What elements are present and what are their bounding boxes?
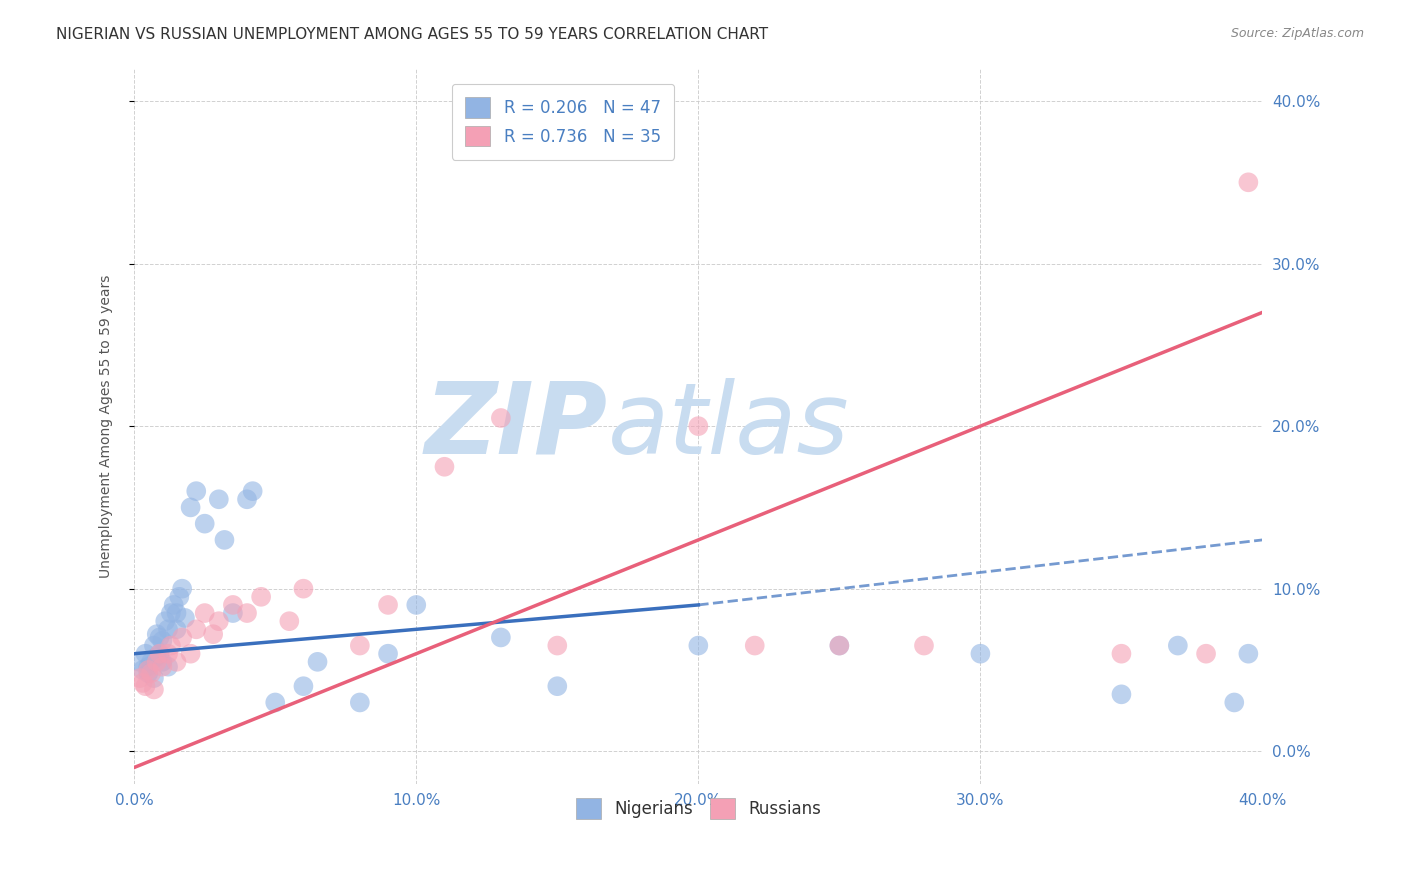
Text: NIGERIAN VS RUSSIAN UNEMPLOYMENT AMONG AGES 55 TO 59 YEARS CORRELATION CHART: NIGERIAN VS RUSSIAN UNEMPLOYMENT AMONG A… <box>56 27 768 42</box>
Point <box>157 659 180 673</box>
Point <box>186 623 208 637</box>
Point <box>546 639 568 653</box>
Point <box>172 582 194 596</box>
Text: atlas: atlas <box>607 377 849 475</box>
Point <box>208 614 231 628</box>
Point <box>405 598 427 612</box>
Point <box>174 611 197 625</box>
Point <box>278 614 301 628</box>
Point <box>134 679 156 693</box>
Point <box>145 627 167 641</box>
Point <box>152 655 174 669</box>
Point <box>489 411 512 425</box>
Point <box>214 533 236 547</box>
Point <box>145 655 167 669</box>
Point <box>131 663 153 677</box>
Point <box>1111 687 1133 701</box>
Point <box>912 639 935 653</box>
Point <box>157 647 180 661</box>
Point <box>222 598 245 612</box>
Point <box>157 623 180 637</box>
Point <box>236 492 259 507</box>
Point <box>688 419 710 434</box>
Point <box>222 606 245 620</box>
Point <box>546 679 568 693</box>
Point <box>1223 696 1246 710</box>
Point <box>128 655 150 669</box>
Point <box>166 655 188 669</box>
Text: ZIP: ZIP <box>425 377 607 475</box>
Point <box>194 606 217 620</box>
Point <box>744 639 766 653</box>
Point <box>242 484 264 499</box>
Point <box>1237 175 1260 189</box>
Point <box>142 639 165 653</box>
Point <box>349 696 371 710</box>
Point <box>155 614 177 628</box>
Point <box>349 639 371 653</box>
Text: Source: ZipAtlas.com: Source: ZipAtlas.com <box>1230 27 1364 40</box>
Point <box>142 682 165 697</box>
Point <box>1111 647 1133 661</box>
Point <box>139 666 162 681</box>
Legend: Nigerians, Russians: Nigerians, Russians <box>569 792 828 825</box>
Point <box>828 639 851 653</box>
Point <box>163 598 186 612</box>
Point <box>1167 639 1189 653</box>
Point <box>131 676 153 690</box>
Point <box>208 492 231 507</box>
Point <box>969 647 991 661</box>
Point <box>145 649 167 664</box>
Point <box>1195 647 1218 661</box>
Point <box>139 655 162 669</box>
Y-axis label: Unemployment Among Ages 55 to 59 years: Unemployment Among Ages 55 to 59 years <box>100 275 114 578</box>
Point <box>194 516 217 531</box>
Point <box>136 663 159 677</box>
Point <box>148 647 170 661</box>
Point <box>172 631 194 645</box>
Point <box>377 598 399 612</box>
Point <box>166 623 188 637</box>
Point <box>180 500 202 515</box>
Point <box>489 631 512 645</box>
Point <box>264 696 287 710</box>
Point <box>152 633 174 648</box>
Point <box>160 639 183 653</box>
Point <box>186 484 208 499</box>
Point <box>377 647 399 661</box>
Point <box>128 671 150 685</box>
Point <box>1237 647 1260 661</box>
Point <box>433 459 456 474</box>
Point <box>160 606 183 620</box>
Point <box>166 606 188 620</box>
Point <box>169 590 191 604</box>
Point <box>136 666 159 681</box>
Point <box>828 639 851 653</box>
Point <box>152 659 174 673</box>
Point <box>148 631 170 645</box>
Point <box>148 647 170 661</box>
Point <box>180 647 202 661</box>
Point <box>202 627 225 641</box>
Point <box>250 590 273 604</box>
Point <box>136 659 159 673</box>
Point <box>688 639 710 653</box>
Point <box>134 647 156 661</box>
Point <box>292 679 315 693</box>
Point <box>142 671 165 685</box>
Point <box>307 655 329 669</box>
Point <box>236 606 259 620</box>
Point <box>292 582 315 596</box>
